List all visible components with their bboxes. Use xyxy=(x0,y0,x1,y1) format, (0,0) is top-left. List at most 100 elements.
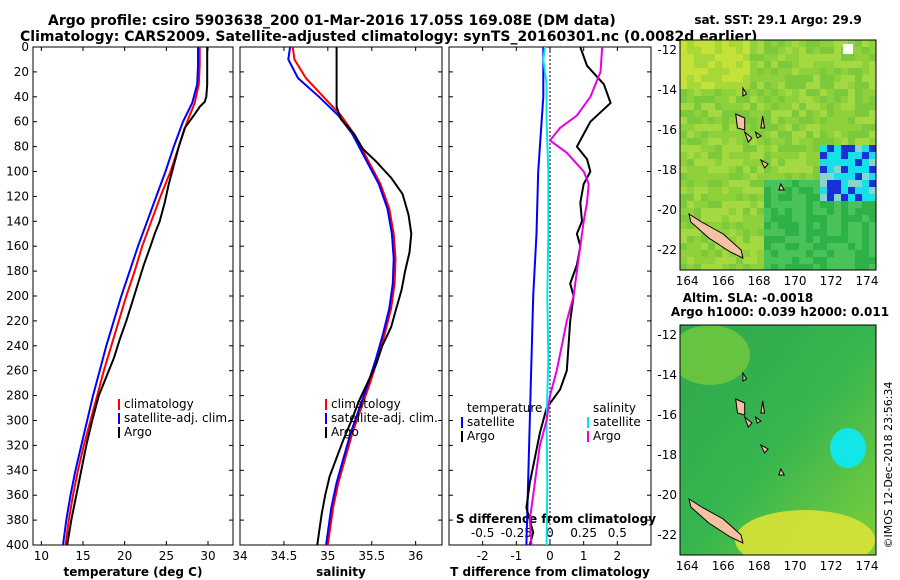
sst-cell xyxy=(680,194,687,201)
sst-cell xyxy=(869,82,876,89)
sst-cell xyxy=(785,96,792,103)
sst-cell xyxy=(799,131,806,138)
s-diff-xlabel: S difference from climatology xyxy=(456,512,656,526)
sst-cell xyxy=(841,222,848,229)
sst-cell xyxy=(757,110,764,117)
sst-map-xtick-label: 170 xyxy=(784,274,807,288)
sst-cell xyxy=(715,103,722,110)
sst-cell xyxy=(813,61,820,68)
sst-cell xyxy=(834,103,841,110)
sst-cell xyxy=(855,243,862,250)
sst-cell xyxy=(841,54,848,61)
depth-tick-label: 20 xyxy=(14,65,29,79)
sst-cell xyxy=(757,82,764,89)
sst-cell xyxy=(701,89,708,96)
differences-xlabel: T difference from climatology xyxy=(450,565,650,579)
sst-cell xyxy=(778,138,785,145)
salinity-legend-label: satellite-adj. clim. xyxy=(331,411,438,425)
sst-cell xyxy=(778,89,785,96)
sst-cell xyxy=(862,145,869,152)
sst-cell xyxy=(743,103,750,110)
sst-cell xyxy=(708,61,715,68)
sst-map-ytick-label: -20 xyxy=(657,203,677,217)
sst-cell xyxy=(855,117,862,124)
sst-cell xyxy=(729,96,736,103)
sst-cell xyxy=(785,201,792,208)
sst-cell xyxy=(827,243,834,250)
sst-cell xyxy=(848,187,855,194)
sst-cell xyxy=(764,131,771,138)
sst-cell xyxy=(778,159,785,166)
sst-cell xyxy=(806,82,813,89)
temperature-xtick-label: 25 xyxy=(159,549,174,563)
sst-cell xyxy=(862,243,869,250)
sst-cell xyxy=(708,180,715,187)
sst-cell xyxy=(729,131,736,138)
sst-cell xyxy=(687,40,694,47)
sst-cell xyxy=(827,166,834,173)
sst-cell xyxy=(855,250,862,257)
sst-cell xyxy=(813,68,820,75)
sla-map-xtick-label: 168 xyxy=(748,559,771,573)
sst-cell xyxy=(855,236,862,243)
sst-cell xyxy=(771,82,778,89)
sst-cell xyxy=(855,166,862,173)
sst-cell xyxy=(757,250,764,257)
sst-cell xyxy=(750,103,757,110)
sst-cell xyxy=(834,187,841,194)
sst-cell xyxy=(708,222,715,229)
sst-cell xyxy=(778,54,785,61)
sst-cell xyxy=(827,215,834,222)
sst-cell xyxy=(813,47,820,54)
sst-cell xyxy=(834,243,841,250)
sst-cell xyxy=(715,40,722,47)
sst-cell xyxy=(806,159,813,166)
sst-cell xyxy=(687,152,694,159)
sst-cell xyxy=(855,61,862,68)
sst-cell xyxy=(743,222,750,229)
differences-xtick-label: 2 xyxy=(614,549,622,563)
sst-cell xyxy=(743,229,750,236)
sst-cell xyxy=(750,173,757,180)
sst-cell xyxy=(855,47,862,54)
sst-cell xyxy=(743,236,750,243)
sst-cell xyxy=(869,250,876,257)
sst-cell xyxy=(785,54,792,61)
sst-cell xyxy=(771,194,778,201)
sst-cell xyxy=(792,187,799,194)
salinity-xtick-label: 35 xyxy=(320,549,335,563)
sst-cell xyxy=(701,264,708,270)
sst-cell xyxy=(834,257,841,264)
sla-map-subtitle: Argo h1000: 0.039 h2000: 0.011 xyxy=(671,305,889,319)
sst-cell xyxy=(701,103,708,110)
sst-cell xyxy=(757,54,764,61)
sst-cell xyxy=(827,40,834,47)
sst-cell xyxy=(694,166,701,173)
temperature-xtick-label: 15 xyxy=(75,549,90,563)
sst-cell xyxy=(841,187,848,194)
sst-cell xyxy=(729,110,736,117)
sst-cell xyxy=(869,173,876,180)
sst-cell xyxy=(862,124,869,131)
sst-cell xyxy=(848,166,855,173)
sst-cell xyxy=(827,208,834,215)
sst-cell xyxy=(855,201,862,208)
sst-cell xyxy=(729,145,736,152)
sst-map-xtick-label: 166 xyxy=(712,274,735,288)
sst-cell xyxy=(743,145,750,152)
sst-cell xyxy=(820,131,827,138)
sst-cell xyxy=(736,68,743,75)
sst-cell xyxy=(729,222,736,229)
sst-cell xyxy=(722,201,729,208)
sst-cell xyxy=(771,264,778,270)
sst-cell xyxy=(778,250,785,257)
sst-cell xyxy=(820,173,827,180)
sst-cell xyxy=(834,194,841,201)
depth-tick-label: 280 xyxy=(6,389,29,403)
sst-cell xyxy=(813,159,820,166)
sst-cell xyxy=(701,187,708,194)
island-shape xyxy=(759,158,769,169)
sst-cell xyxy=(701,138,708,145)
sst-cell xyxy=(806,54,813,61)
sst-cell xyxy=(771,75,778,82)
